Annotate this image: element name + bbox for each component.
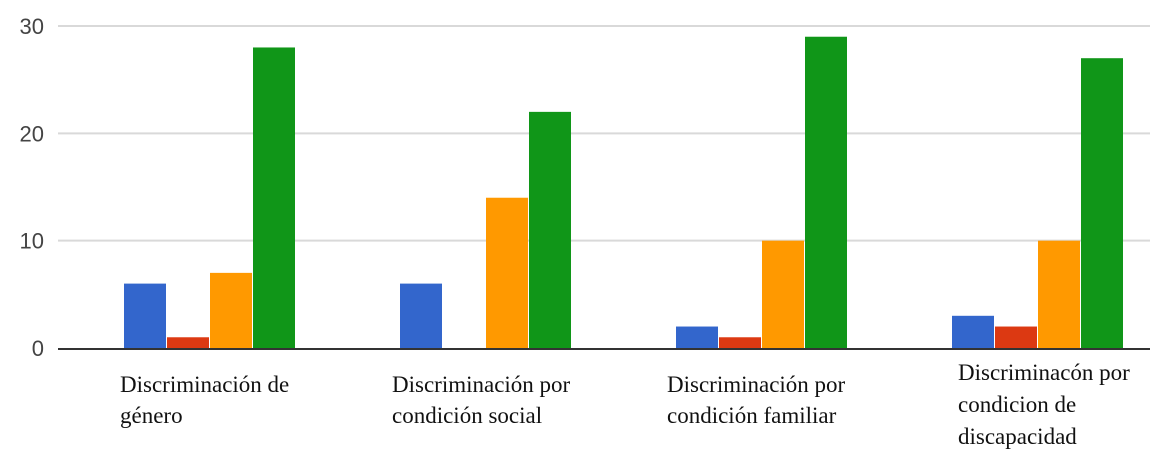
bar [719, 337, 761, 348]
bar [400, 283, 442, 348]
bar [676, 326, 718, 348]
bars [124, 36, 1123, 348]
category-label: Discriminación por [392, 372, 571, 397]
bar [486, 197, 528, 348]
y-tick-label: 20 [20, 121, 44, 146]
y-axis-ticks: 0 10 20 30 [20, 14, 44, 361]
category-labels: Discriminación de género Discriminación po… [120, 360, 1130, 449]
category-label: condición social [392, 403, 542, 428]
category-label: Discriminacón por [958, 360, 1130, 385]
bar [253, 47, 295, 348]
bar [952, 315, 994, 348]
bar [167, 337, 209, 348]
category-label: género [120, 403, 183, 428]
y-tick-label: 30 [20, 14, 44, 39]
bar [1038, 240, 1080, 348]
y-tick-label: 0 [32, 336, 44, 361]
bar [1081, 58, 1123, 348]
grid-lines [58, 25, 1150, 242]
category-label: Discriminación por [667, 372, 846, 397]
category-label: Discriminación de [120, 372, 289, 397]
bar [805, 36, 847, 348]
bar [124, 283, 166, 348]
bar [210, 272, 252, 348]
category-label: condicion de [958, 392, 1076, 417]
y-tick-label: 10 [20, 229, 44, 254]
bar [762, 240, 804, 348]
category-label: discapacidad [958, 424, 1077, 449]
bar [995, 326, 1037, 348]
bar [529, 111, 571, 348]
category-label: condición familiar [667, 403, 837, 428]
